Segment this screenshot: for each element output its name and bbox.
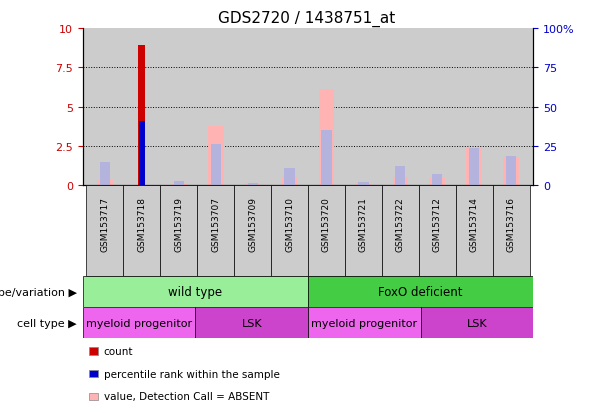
Bar: [139, 46, 145, 186]
Bar: [430, 179, 445, 186]
Bar: [308, 308, 421, 339]
Text: GSM153710: GSM153710: [285, 197, 294, 252]
Bar: [100, 162, 110, 186]
Bar: [395, 167, 405, 186]
Bar: [173, 182, 184, 186]
Text: FoxO deficient: FoxO deficient: [378, 286, 463, 299]
Bar: [196, 308, 308, 339]
Bar: [392, 177, 408, 186]
Text: LSK: LSK: [242, 318, 262, 328]
Bar: [208, 126, 224, 186]
Bar: [97, 180, 113, 186]
Bar: [284, 169, 295, 186]
Bar: [139, 121, 145, 186]
Bar: [319, 90, 334, 186]
Bar: [308, 186, 345, 277]
Bar: [248, 183, 257, 186]
Bar: [234, 186, 271, 277]
Text: LSK: LSK: [466, 318, 487, 328]
Bar: [469, 149, 479, 186]
Bar: [345, 186, 382, 277]
Bar: [171, 184, 186, 186]
Bar: [271, 186, 308, 277]
Text: GSM153716: GSM153716: [507, 197, 516, 252]
Text: genotype/variation ▶: genotype/variation ▶: [0, 287, 77, 297]
Bar: [321, 131, 332, 186]
Text: GSM153721: GSM153721: [359, 197, 368, 252]
Text: GSM153709: GSM153709: [248, 197, 257, 252]
Text: GSM153718: GSM153718: [137, 197, 147, 252]
Bar: [493, 186, 530, 277]
Text: myeloid progenitor: myeloid progenitor: [311, 318, 417, 328]
Text: GDS2720 / 1438751_at: GDS2720 / 1438751_at: [218, 10, 395, 26]
Bar: [245, 183, 261, 186]
Text: GSM153712: GSM153712: [433, 197, 442, 252]
Bar: [506, 157, 516, 186]
Bar: [211, 145, 221, 186]
Text: count: count: [104, 346, 134, 356]
Bar: [83, 308, 196, 339]
Text: value, Detection Call = ABSENT: value, Detection Call = ABSENT: [104, 392, 269, 401]
Bar: [432, 174, 443, 186]
Text: GSM153720: GSM153720: [322, 197, 331, 252]
Bar: [455, 186, 493, 277]
Bar: [421, 308, 533, 339]
Text: GSM153714: GSM153714: [470, 197, 479, 252]
Text: cell type ▶: cell type ▶: [17, 318, 77, 328]
Bar: [419, 186, 455, 277]
Bar: [503, 158, 519, 186]
Text: percentile rank within the sample: percentile rank within the sample: [104, 369, 280, 379]
Bar: [308, 277, 533, 308]
Text: wild type: wild type: [169, 286, 223, 299]
Bar: [382, 186, 419, 277]
Text: myeloid progenitor: myeloid progenitor: [86, 318, 192, 328]
Text: GSM153719: GSM153719: [174, 197, 183, 252]
Bar: [466, 148, 482, 186]
Bar: [197, 186, 234, 277]
Bar: [123, 186, 161, 277]
Bar: [356, 184, 371, 186]
Text: GSM153717: GSM153717: [101, 197, 109, 252]
Bar: [161, 186, 197, 277]
Bar: [86, 186, 123, 277]
Text: GSM153722: GSM153722: [396, 197, 405, 252]
Bar: [359, 183, 368, 186]
Bar: [282, 177, 297, 186]
Bar: [83, 277, 308, 308]
Text: GSM153707: GSM153707: [211, 197, 220, 252]
